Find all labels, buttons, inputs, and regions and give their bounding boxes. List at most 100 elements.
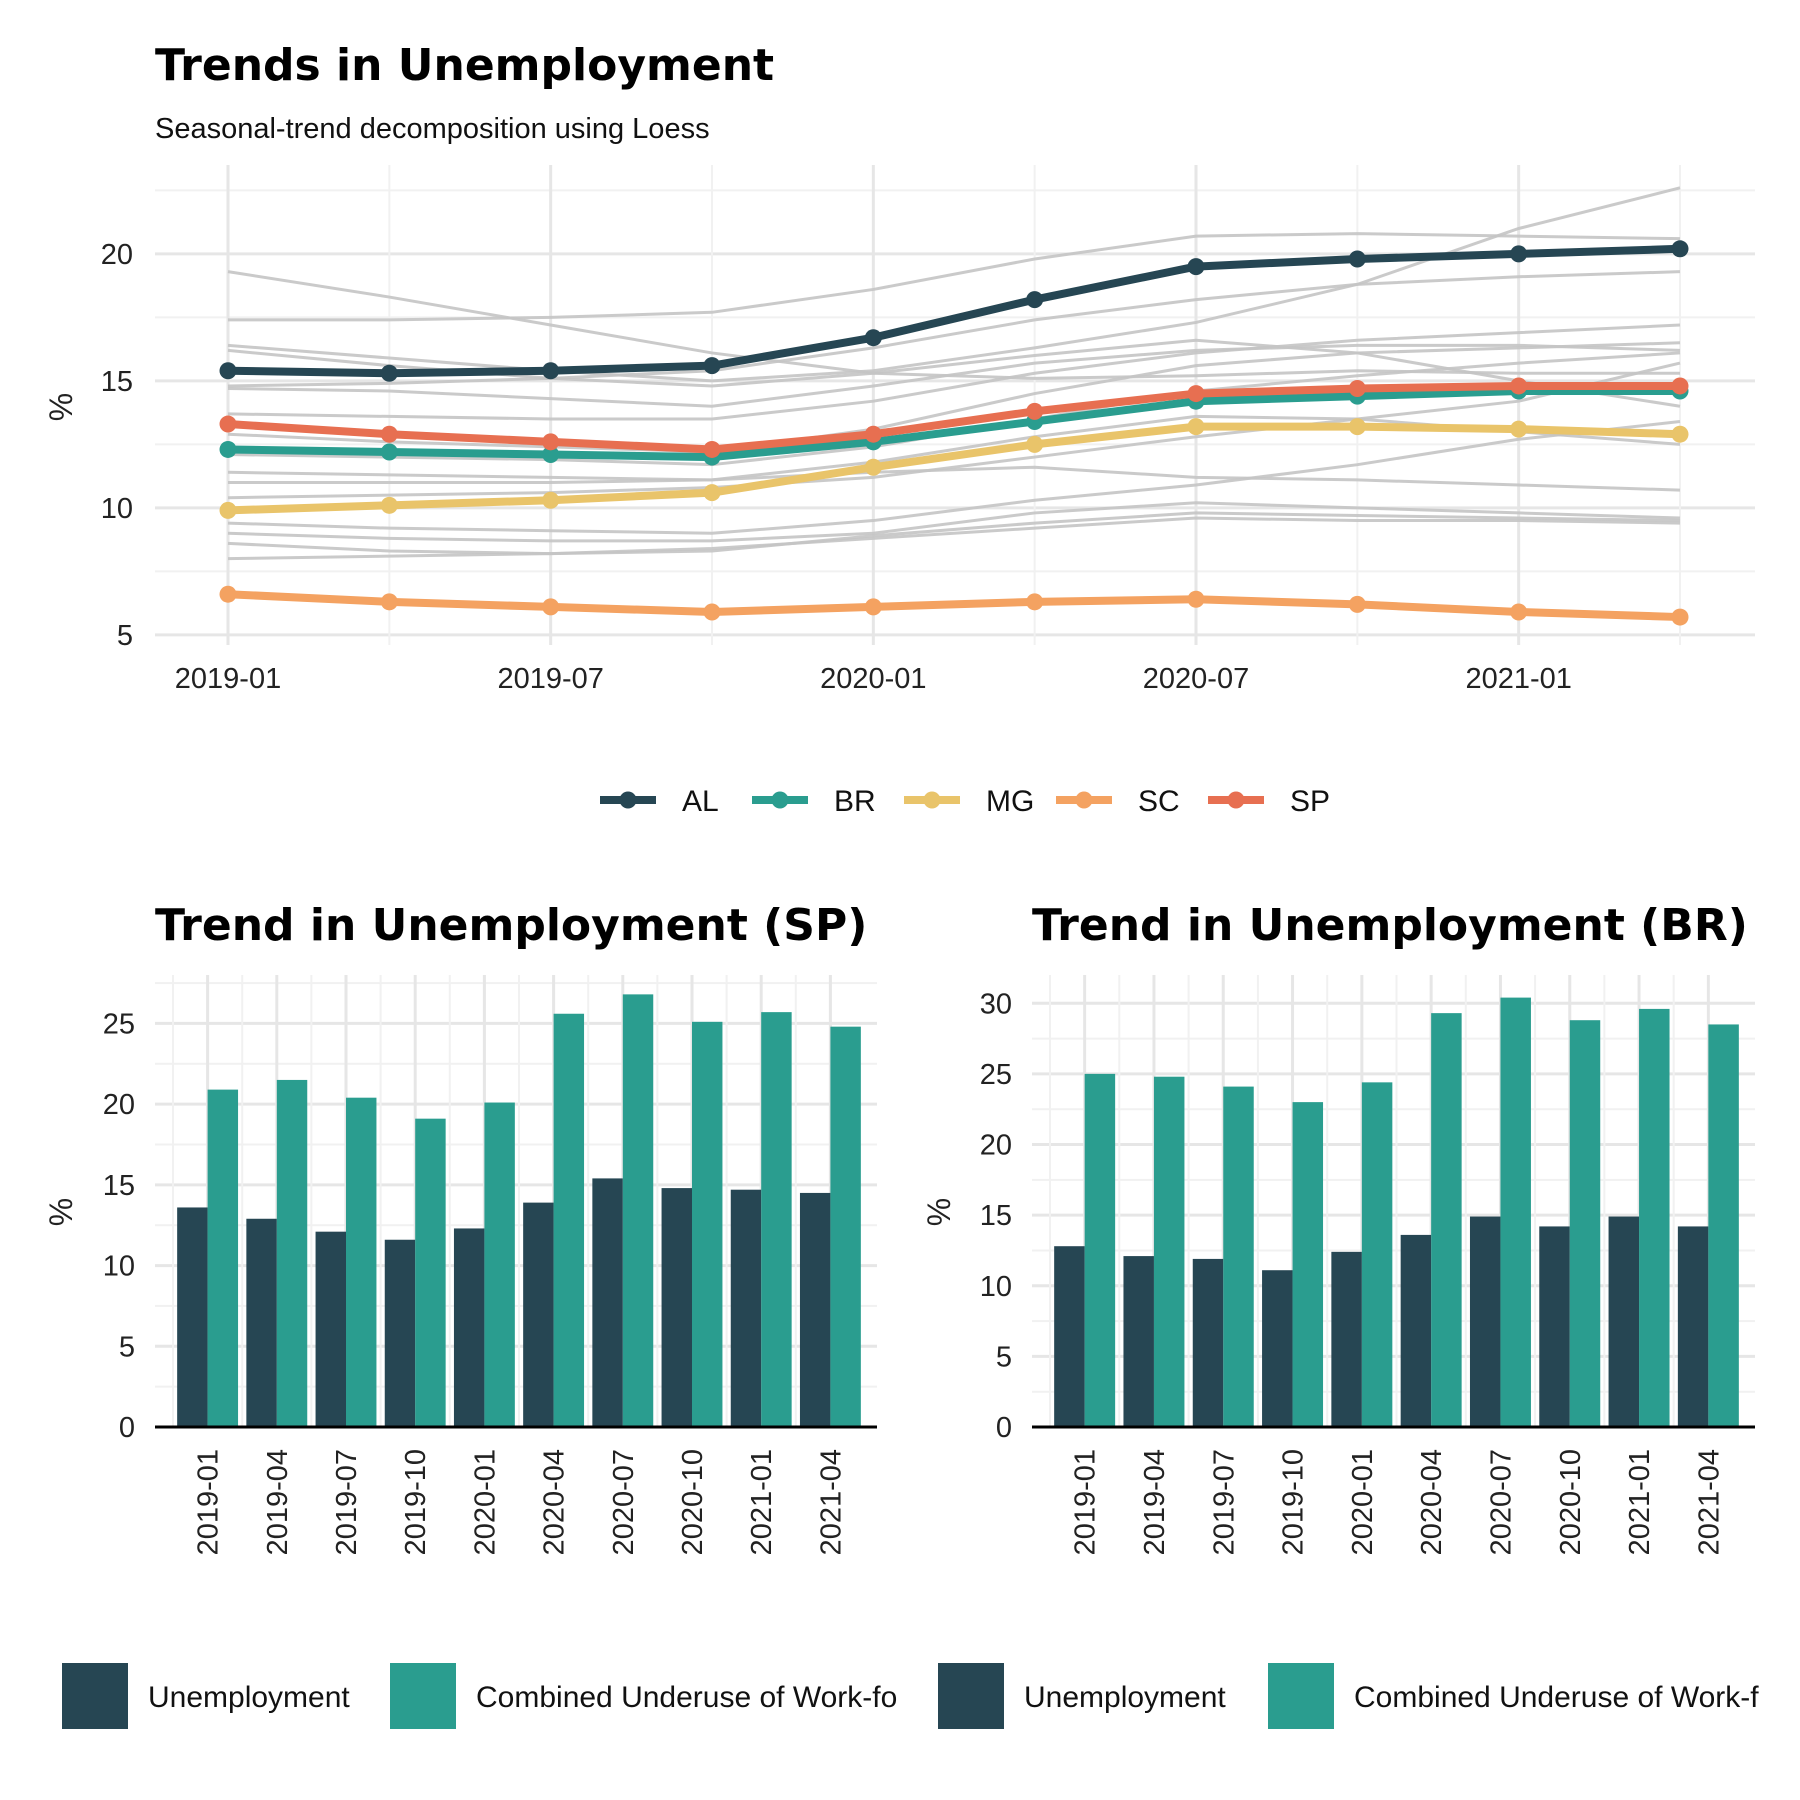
x-tick-label: 2021-04: [1693, 1449, 1725, 1555]
data-point-br: [380, 443, 398, 461]
background-series-line: [227, 341, 1681, 454]
x-tick-label: 2021-01: [1624, 1449, 1656, 1555]
data-point-al: [703, 357, 721, 375]
y-tick-label: 20: [980, 1130, 1012, 1162]
bar-unemployment: [315, 1231, 346, 1427]
y-tick-label: 15: [980, 1200, 1012, 1232]
line-chart-x-ticks: 2019-01 2019-07 2020-01 2020-07 2021-01: [175, 663, 1572, 695]
x-tick-label: 2019-04: [262, 1449, 294, 1555]
bar-unemployment: [1054, 1246, 1085, 1427]
x-tick-label: 2019-01: [175, 663, 281, 695]
data-point-al: [219, 362, 237, 380]
data-point-mg: [703, 484, 721, 502]
bar-underuse: [830, 1026, 861, 1427]
bar-chart-br-title: Trend in Unemployment (BR): [1032, 900, 1748, 951]
data-point-mg: [864, 458, 882, 476]
legend-label-underuse: Combined Underuse of Work-fo: [476, 1681, 897, 1714]
data-point-sc: [1187, 590, 1205, 608]
bar-unemployment: [523, 1202, 554, 1427]
bar-unemployment: [177, 1207, 208, 1427]
x-tick-label: 2019-01: [193, 1449, 225, 1555]
series-line-mg: [227, 422, 1681, 515]
x-tick-label: 2019-01: [1070, 1449, 1102, 1555]
bar-underuse: [1084, 1073, 1116, 1427]
data-point-mg: [219, 501, 237, 519]
bar-chart-sp-bars: [155, 994, 877, 1429]
data-point-sp: [1510, 377, 1528, 395]
line-chart-y-axis-label: %: [43, 393, 79, 421]
x-tick-label: 2021-01: [746, 1449, 778, 1555]
bar-chart-br-legend: Unemployment Combined Underuse of Work-f: [938, 1663, 1759, 1729]
bar-underuse: [622, 994, 654, 1427]
bar-chart-br-y-ticks: 0 5 10 15 20 25 30: [980, 988, 1012, 1444]
background-series-line: [227, 270, 1681, 388]
y-tick-label: 20: [101, 239, 133, 271]
bar-underuse: [484, 1102, 515, 1427]
data-point-al: [1348, 250, 1366, 268]
data-point-sp: [380, 425, 398, 443]
data-point-mg: [1510, 420, 1528, 438]
background-series-line: [227, 361, 1681, 500]
legend-key-swatch: [938, 1663, 1004, 1729]
line-chart-background-lines: [227, 186, 1681, 561]
bar-underuse: [1292, 1102, 1324, 1427]
data-point-sp: [1187, 385, 1205, 403]
legend-label-sp: SP: [1290, 785, 1330, 818]
x-tick-label: 2020-07: [1485, 1449, 1517, 1555]
data-point-al: [1510, 245, 1528, 263]
bar-unemployment: [1469, 1216, 1501, 1427]
data-point-sc: [380, 593, 398, 611]
legend-key-point: [1227, 791, 1245, 809]
bar-underuse: [1153, 1076, 1185, 1427]
data-point-al: [864, 329, 882, 347]
data-point-br: [542, 446, 560, 464]
data-point-sp: [1671, 377, 1689, 395]
legend-label-unemployment: Unemployment: [148, 1681, 350, 1714]
bar-chart-sp-y-axis-label: %: [43, 1198, 79, 1226]
bar-chart-sp-title: Trend in Unemployment (SP): [155, 900, 867, 951]
bar-underuse: [553, 1013, 585, 1427]
x-tick-label: 2020-07: [608, 1449, 640, 1555]
bar-underuse: [1500, 997, 1531, 1427]
y-tick-label: 20: [103, 1089, 135, 1121]
data-point-mg: [1348, 418, 1366, 436]
legend-label-sc: SC: [1138, 785, 1180, 818]
x-tick-label: 2019-07: [497, 663, 603, 695]
y-tick-label: 0: [996, 1412, 1012, 1444]
bar-chart-sp-panel: Trend in Unemployment (SP) % 0510152025 …: [43, 900, 897, 1729]
series-line-br: [227, 387, 1680, 462]
legend-key-point: [619, 791, 637, 809]
legend-label-unemployment: Unemployment: [1024, 1681, 1226, 1714]
y-tick-label: 30: [980, 988, 1012, 1020]
bar-unemployment: [730, 1189, 762, 1427]
data-point-sc: [1026, 593, 1044, 611]
bar-underuse: [207, 1089, 239, 1427]
y-tick-label: 25: [103, 1008, 135, 1040]
data-point-sc: [864, 598, 882, 616]
x-tick-label: 2020-07: [1143, 663, 1249, 695]
data-point-al: [542, 362, 560, 380]
background-series-line: [227, 501, 1681, 543]
x-tick-label: 2020-10: [677, 1449, 709, 1555]
y-tick-label: 10: [101, 493, 133, 525]
line-chart-legend: AL BR MG SC SP: [600, 785, 1330, 818]
background-series-line: [227, 511, 1681, 556]
bar-unemployment: [661, 1188, 692, 1427]
y-tick-label: 10: [103, 1251, 135, 1283]
bar-unemployment: [246, 1218, 277, 1427]
x-tick-label: 2019-07: [1208, 1449, 1240, 1555]
line-chart-title: Trends in Unemployment: [155, 40, 774, 91]
y-tick-label: 0: [119, 1412, 135, 1444]
line-chart-series: [219, 240, 1689, 626]
x-tick-label: 2020-04: [1416, 1449, 1448, 1555]
legend-key-swatch: [390, 1663, 456, 1729]
x-tick-label: 2020-04: [539, 1449, 571, 1555]
bar-unemployment: [1400, 1234, 1432, 1427]
data-point-sc: [542, 598, 560, 616]
x-tick-label: 2019-10: [1278, 1449, 1310, 1555]
line-chart-y-ticks: 5 10 15 20: [101, 239, 133, 652]
bar-underuse: [1431, 1013, 1462, 1427]
legend-label-br: BR: [834, 785, 876, 818]
data-point-mg: [380, 496, 398, 514]
data-point-mg: [1026, 435, 1044, 453]
